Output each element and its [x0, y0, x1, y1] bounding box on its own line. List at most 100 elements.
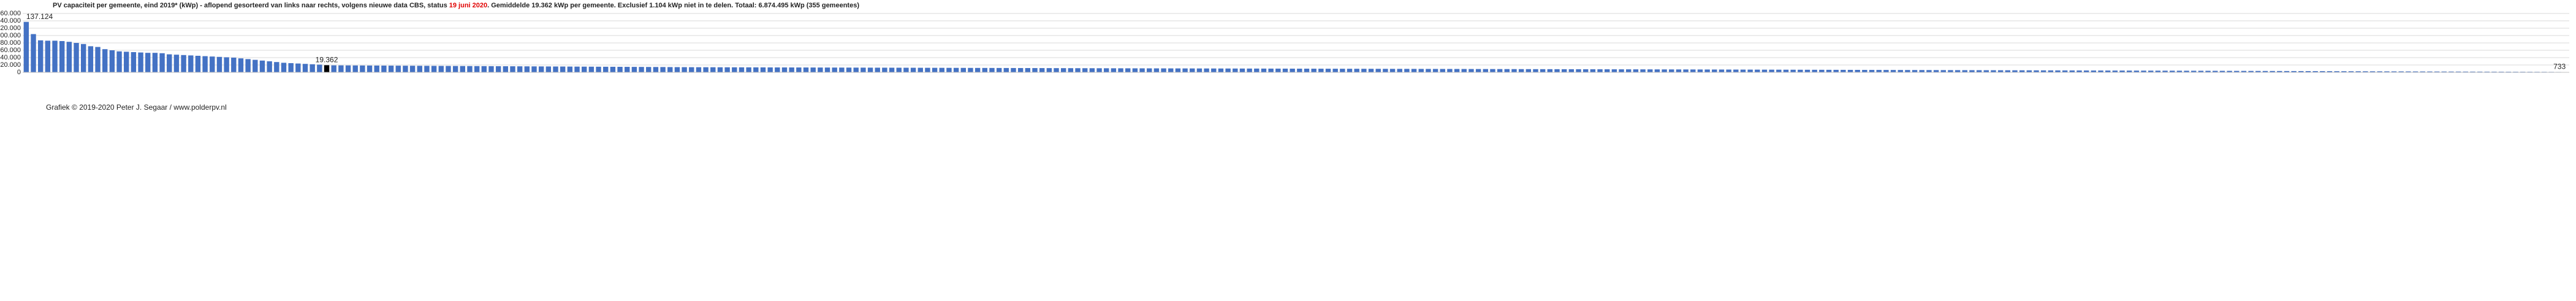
bar: [1161, 68, 1166, 72]
bar: [753, 67, 759, 72]
bar: [667, 67, 673, 72]
bar: [560, 66, 566, 72]
bar: [2198, 70, 2204, 72]
bar: [2305, 70, 2311, 72]
bar: [646, 67, 652, 72]
bar: [2327, 71, 2333, 72]
bar: [1468, 69, 1474, 72]
bar: [1890, 70, 1896, 72]
bar: [639, 67, 644, 72]
bar: [2098, 70, 2103, 72]
bar: [159, 53, 165, 72]
bar: [1311, 69, 1316, 72]
bar: [1497, 69, 1503, 72]
bar: [1268, 68, 1274, 72]
bar: [2091, 70, 2097, 72]
bar: [803, 67, 809, 72]
bar: [66, 42, 72, 72]
bar: [1454, 69, 1460, 72]
bar: [1704, 69, 1710, 72]
bar: [1590, 69, 1596, 72]
bar: [1712, 69, 1717, 72]
bar: [2141, 70, 2146, 72]
bar: [832, 67, 837, 72]
bar: [617, 67, 623, 72]
bar: [2262, 70, 2268, 72]
bar: [545, 66, 552, 72]
bar: [288, 63, 294, 72]
bar: [109, 50, 115, 72]
bar: [653, 67, 659, 72]
bar: [2155, 70, 2161, 72]
bar: [2005, 70, 2011, 72]
bar: [1389, 69, 1396, 72]
bar: [102, 49, 108, 72]
bar: [1533, 69, 1538, 72]
bar: [467, 66, 473, 72]
bar: [1697, 69, 1703, 72]
bar: [1332, 69, 1338, 72]
bar: [460, 66, 465, 72]
bar: [409, 66, 416, 72]
bar: [2363, 71, 2368, 72]
bar: [1432, 69, 1438, 72]
bar: [1976, 70, 1982, 72]
bar: [152, 53, 158, 72]
bar: [23, 21, 29, 72]
bar: [1597, 69, 1603, 72]
bar: [710, 67, 716, 72]
bar: [1153, 68, 1160, 72]
y-tick-label: 160.000: [0, 10, 21, 17]
bar: [1361, 69, 1367, 72]
bar: [1261, 68, 1267, 72]
bar: [538, 66, 544, 72]
footer: Grafiek © 2019-2020 Peter J. Segaar / ww…: [46, 103, 227, 112]
bar: [781, 67, 788, 72]
bar: [939, 67, 944, 72]
bar: [1275, 68, 1281, 72]
y-tick-label: 120.000: [0, 25, 21, 32]
bar: [31, 34, 36, 72]
bar: [610, 66, 616, 72]
bar: [524, 66, 530, 72]
bar: [903, 67, 909, 72]
bar: [596, 66, 601, 72]
bar: [131, 52, 137, 72]
bar: [588, 66, 595, 72]
bar: [81, 44, 86, 72]
bar: [1511, 69, 1517, 72]
bar: [861, 67, 866, 72]
bar: [960, 67, 966, 72]
bar: [1991, 70, 1996, 72]
bar: [910, 67, 916, 72]
bar: [1111, 68, 1117, 72]
bar: [1118, 68, 1123, 72]
bar: [839, 67, 845, 72]
bar: [2119, 70, 2125, 72]
bar: [195, 56, 201, 72]
bar: [2055, 70, 2061, 72]
bar: [824, 67, 830, 72]
bar: [1833, 69, 1839, 72]
bar: [2391, 71, 2397, 72]
bar: [982, 67, 987, 72]
bar: [2062, 70, 2068, 72]
bar: [1297, 69, 1302, 72]
bar: [2069, 70, 2075, 72]
bar: [2162, 70, 2168, 72]
bar: [431, 66, 437, 72]
bar: [2026, 70, 2032, 72]
data-label: 137.124: [26, 12, 53, 21]
bar: [1919, 70, 1924, 72]
bar: [1096, 68, 1102, 72]
bar: [2270, 70, 2275, 72]
bar: [1411, 69, 1417, 72]
bar: [1933, 70, 1939, 72]
bar: [932, 67, 938, 72]
bar: [1769, 69, 1774, 72]
bar: [1247, 68, 1252, 72]
bar: [74, 43, 79, 72]
y-tick-label: 60.000: [0, 47, 21, 54]
bar: [2176, 70, 2183, 72]
